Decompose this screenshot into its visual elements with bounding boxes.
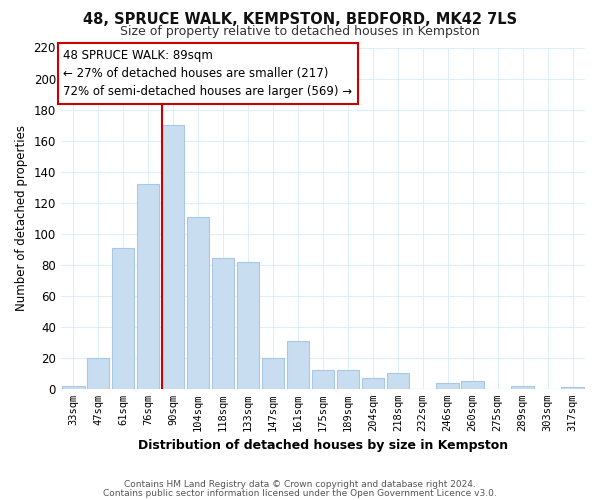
- Bar: [337, 370, 359, 389]
- Bar: [287, 340, 309, 389]
- Bar: [162, 125, 184, 389]
- Bar: [436, 382, 459, 389]
- Y-axis label: Number of detached properties: Number of detached properties: [15, 125, 28, 311]
- Text: Size of property relative to detached houses in Kempston: Size of property relative to detached ho…: [120, 25, 480, 38]
- Bar: [461, 381, 484, 389]
- Text: 48, SPRUCE WALK, KEMPSTON, BEDFORD, MK42 7LS: 48, SPRUCE WALK, KEMPSTON, BEDFORD, MK42…: [83, 12, 517, 28]
- Text: Contains public sector information licensed under the Open Government Licence v3: Contains public sector information licen…: [103, 488, 497, 498]
- Bar: [561, 388, 584, 389]
- Bar: [87, 358, 109, 389]
- Bar: [511, 386, 534, 389]
- Bar: [62, 386, 85, 389]
- Text: Contains HM Land Registry data © Crown copyright and database right 2024.: Contains HM Land Registry data © Crown c…: [124, 480, 476, 489]
- Bar: [237, 262, 259, 389]
- Bar: [362, 378, 384, 389]
- Bar: [386, 374, 409, 389]
- Bar: [311, 370, 334, 389]
- Bar: [262, 358, 284, 389]
- Bar: [112, 248, 134, 389]
- Bar: [212, 258, 234, 389]
- Bar: [137, 184, 160, 389]
- Bar: [187, 216, 209, 389]
- X-axis label: Distribution of detached houses by size in Kempston: Distribution of detached houses by size …: [138, 440, 508, 452]
- Text: 48 SPRUCE WALK: 89sqm
← 27% of detached houses are smaller (217)
72% of semi-det: 48 SPRUCE WALK: 89sqm ← 27% of detached …: [64, 49, 353, 98]
